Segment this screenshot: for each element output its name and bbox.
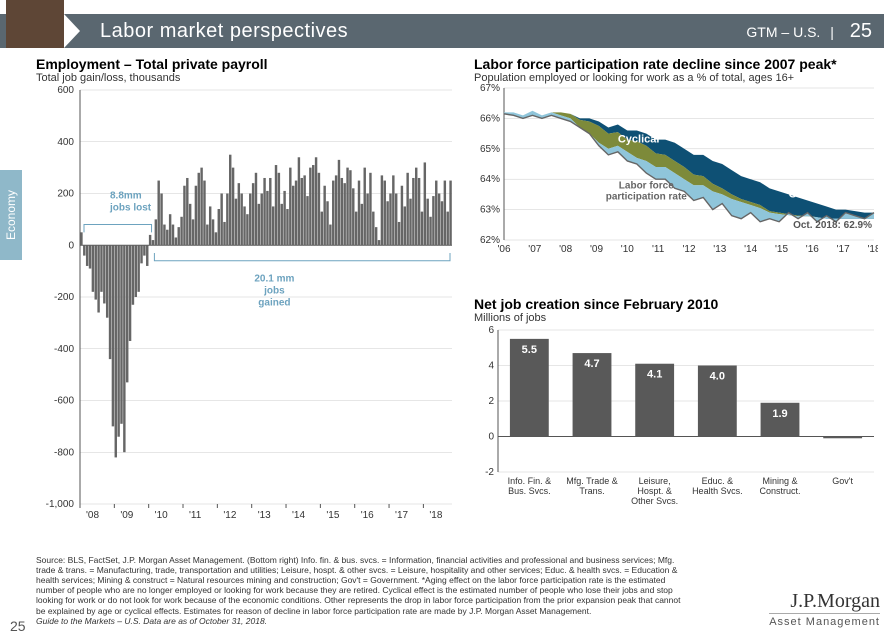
svg-text:-400: -400 xyxy=(54,344,74,355)
page-title: Labor market perspectives xyxy=(100,20,348,43)
jpm-logo: J.P.Morgan Asset Management xyxy=(769,590,880,628)
rt-chart-subtitle: Population employed or looking for work … xyxy=(474,72,878,84)
rt-chart-title: Labor force participation rate decline s… xyxy=(474,56,878,72)
footnote-guide: Guide to the Markets – U.S. Data are as … xyxy=(36,616,267,626)
logo-bottom: Asset Management xyxy=(769,613,880,628)
employment-chart: Employment – Total private payroll Total… xyxy=(36,56,456,526)
svg-text:4.0: 4.0 xyxy=(710,371,725,383)
svg-text:400: 400 xyxy=(57,137,74,148)
svg-text:4.7: 4.7 xyxy=(584,358,599,370)
svg-text:'12: '12 xyxy=(682,244,695,255)
svg-text:8.8mmjobs lost: 8.8mmjobs lost xyxy=(109,191,152,214)
rb-chart-subtitle: Millions of jobs xyxy=(474,312,878,324)
svg-text:2: 2 xyxy=(488,396,494,407)
svg-text:5.5: 5.5 xyxy=(522,344,537,356)
svg-text:Oct. 2018: 62.9%: Oct. 2018: 62.9% xyxy=(793,220,872,231)
sidebar-tab-economy: Economy xyxy=(0,170,22,260)
svg-text:'17: '17 xyxy=(395,510,408,521)
svg-text:Mfg. Trade &Trans.: Mfg. Trade &Trans. xyxy=(566,476,618,496)
left-chart-subtitle: Total job gain/loss, thousands xyxy=(36,72,456,84)
svg-text:'08: '08 xyxy=(86,510,99,521)
svg-text:'14: '14 xyxy=(292,510,305,521)
svg-text:63%: 63% xyxy=(480,205,500,216)
netjobs-svg: -2 0 2 4 6 5.5 Info. Fin. &Bus. Svcs. 4.7 Mfg. T… xyxy=(474,324,878,514)
logo-top: J.P.Morgan xyxy=(769,590,880,613)
svg-text:200: 200 xyxy=(57,189,74,200)
svg-text:'16: '16 xyxy=(361,510,374,521)
svg-text:Leisure,Hospt. &Other Svcs.: Leisure,Hospt. &Other Svcs. xyxy=(631,476,678,506)
svg-text:'15: '15 xyxy=(775,244,788,255)
svg-text:'12: '12 xyxy=(223,510,236,521)
svg-text:'18: '18 xyxy=(429,510,442,521)
brown-accent xyxy=(6,0,64,48)
svg-text:4.1: 4.1 xyxy=(647,369,662,381)
svg-text:-1,000: -1,000 xyxy=(46,499,75,510)
footnote-text: Source: BLS, FactSet, J.P. Morgan Asset … xyxy=(36,555,680,616)
svg-text:'06: '06 xyxy=(497,244,510,255)
header-bar: Labor market perspectives GTM – U.S. | 2… xyxy=(0,14,884,48)
svg-text:Other: Other xyxy=(789,188,819,200)
svg-text:-200: -200 xyxy=(54,292,74,303)
svg-text:'16: '16 xyxy=(806,244,819,255)
svg-text:Gov't: Gov't xyxy=(832,476,853,486)
svg-text:'07: '07 xyxy=(528,244,541,255)
svg-text:'09: '09 xyxy=(590,244,603,255)
footnote: Source: BLS, FactSet, J.P. Morgan Asset … xyxy=(36,555,690,626)
svg-text:Mining &Construct.: Mining &Construct. xyxy=(759,476,800,496)
svg-text:'10: '10 xyxy=(621,244,634,255)
chevron-right-icon xyxy=(64,14,80,48)
svg-text:'17: '17 xyxy=(837,244,850,255)
svg-text:-0.1: -0.1 xyxy=(833,441,852,453)
svg-text:Aging: Aging xyxy=(770,131,801,143)
svg-text:-600: -600 xyxy=(54,396,74,407)
svg-text:'18: '18 xyxy=(867,244,878,255)
page-number-bottom: 25 xyxy=(10,618,26,634)
svg-text:'08: '08 xyxy=(559,244,572,255)
svg-text:'11: '11 xyxy=(652,244,665,255)
svg-text:'14: '14 xyxy=(744,244,757,255)
svg-text:'13: '13 xyxy=(713,244,726,255)
svg-text:Info. Fin. &Bus. Svcs.: Info. Fin. &Bus. Svcs. xyxy=(508,476,552,496)
svg-text:'13: '13 xyxy=(258,510,271,521)
left-chart-title: Employment – Total private payroll xyxy=(36,56,456,72)
svg-text:'11: '11 xyxy=(189,510,202,521)
gtm-label: GTM – U.S. xyxy=(746,24,820,40)
lfpr-svg: 62%63%64%65%66%67%'06'07'08'09'10'11'12'… xyxy=(474,84,878,256)
page-number-top: 25 xyxy=(850,20,872,42)
sidebar-tab-label: Economy xyxy=(4,190,18,240)
svg-text:Educ. &Health Svcs.: Educ. &Health Svcs. xyxy=(692,476,743,496)
svg-text:0: 0 xyxy=(488,432,494,443)
svg-text:-800: -800 xyxy=(54,447,74,458)
svg-text:20.1 mmjobsgained: 20.1 mmjobsgained xyxy=(254,273,294,308)
svg-text:64%: 64% xyxy=(480,174,500,185)
header-right: GTM – U.S. | 25 xyxy=(746,20,872,43)
svg-text:6: 6 xyxy=(488,325,494,336)
svg-text:0: 0 xyxy=(68,240,74,251)
svg-text:-2: -2 xyxy=(485,467,494,478)
svg-text:'09: '09 xyxy=(120,510,133,521)
svg-text:4: 4 xyxy=(488,361,494,372)
svg-text:'15: '15 xyxy=(326,510,339,521)
svg-text:Cyclical: Cyclical xyxy=(618,134,660,146)
svg-text:'10: '10 xyxy=(155,510,168,521)
lfpr-chart: Labor force participation rate decline s… xyxy=(474,56,878,256)
svg-text:67%: 67% xyxy=(480,84,500,94)
netjobs-chart: Net job creation since February 2010 Mil… xyxy=(474,296,878,516)
svg-text:65%: 65% xyxy=(480,144,500,155)
svg-text:600: 600 xyxy=(57,85,74,96)
svg-text:66%: 66% xyxy=(480,113,500,124)
rb-chart-title: Net job creation since February 2010 xyxy=(474,296,878,312)
employment-svg: -1,000 -800 -600 -400 -200 0 200 400 600 '08 '09 '1… xyxy=(36,84,456,524)
svg-text:1.9: 1.9 xyxy=(772,408,787,420)
